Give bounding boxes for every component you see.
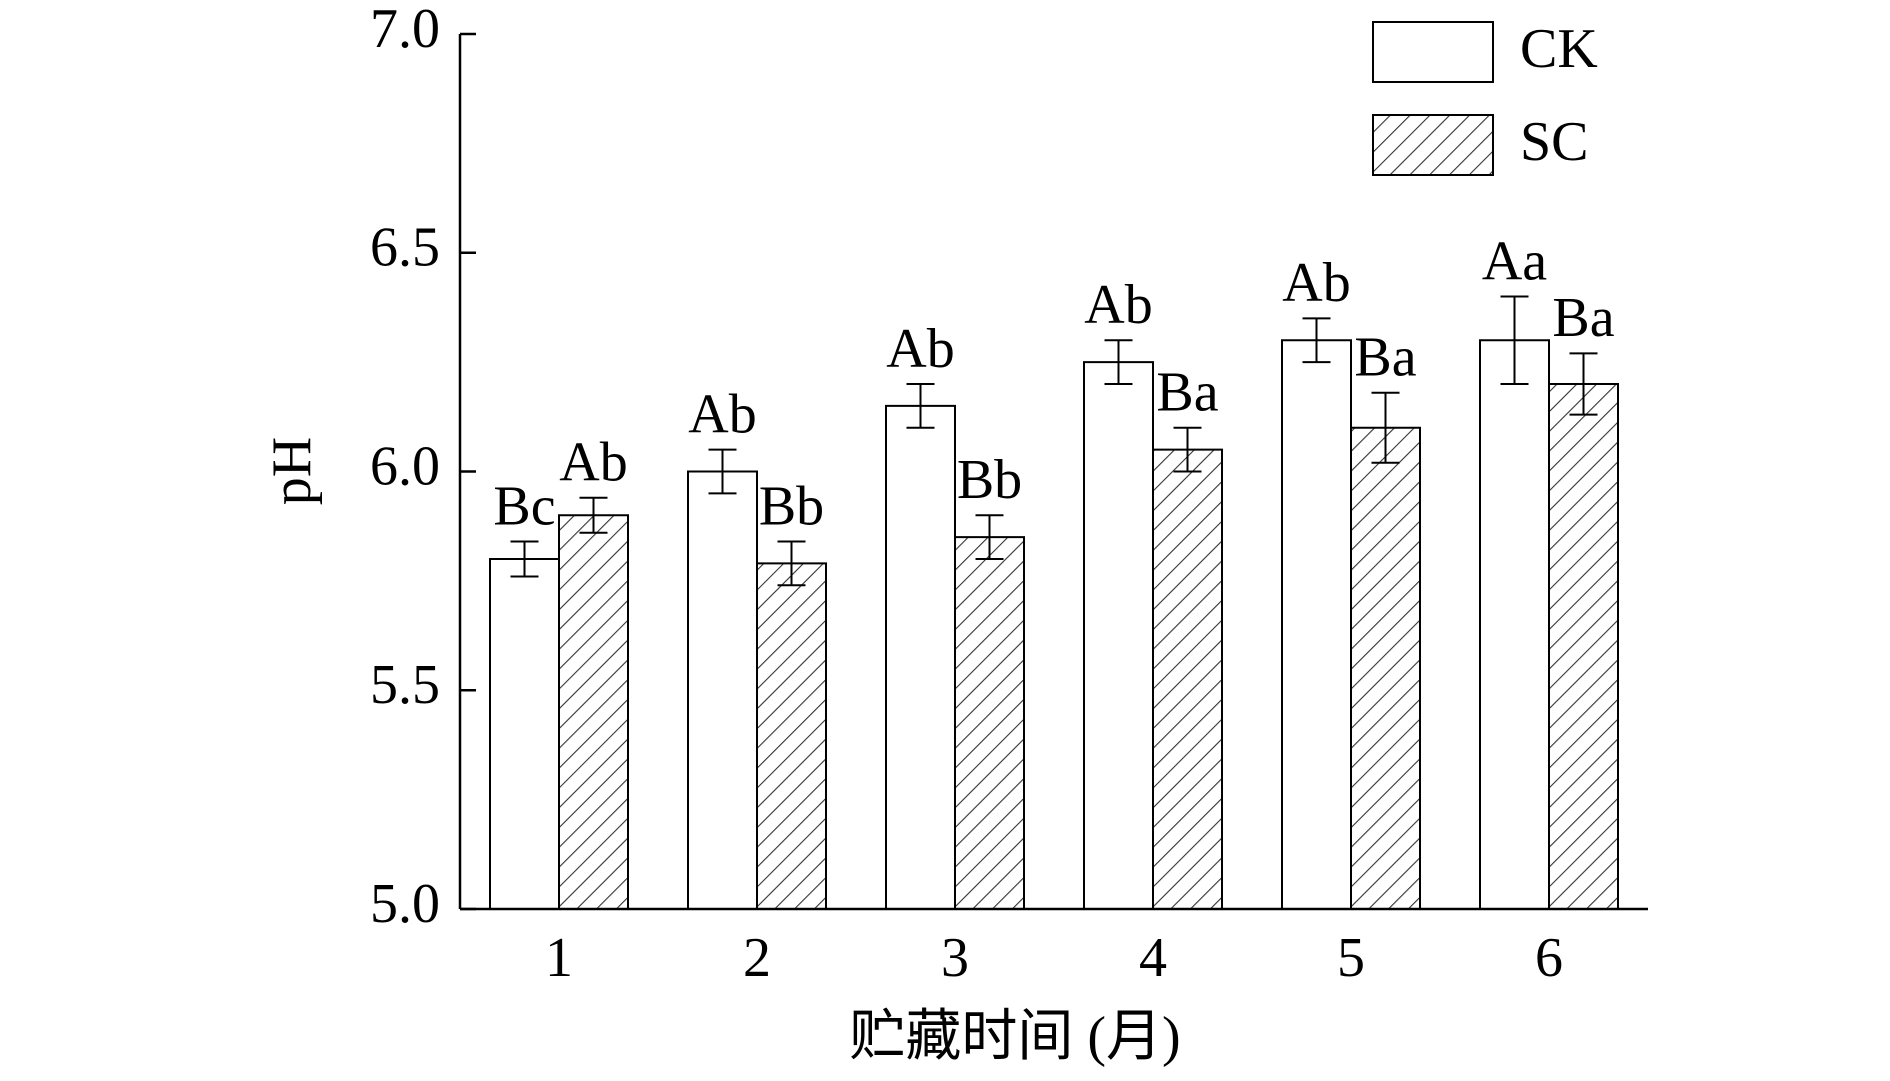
x-tick-label: 6 — [1535, 927, 1563, 989]
x-tick-label: 4 — [1139, 927, 1167, 989]
bar — [885, 404, 956, 910]
bar — [1083, 361, 1154, 910]
bar — [1548, 383, 1619, 910]
x-tick-label: 1 — [545, 927, 573, 989]
bar — [1479, 339, 1550, 910]
significance-label: Bb — [759, 475, 824, 537]
legend-label: CK — [1520, 18, 1598, 80]
legend-label: SC — [1520, 111, 1589, 173]
legend-swatch — [1372, 21, 1494, 83]
significance-label: Bb — [957, 449, 1022, 511]
significance-label: Ab — [559, 432, 627, 494]
significance-label: Ba — [1552, 287, 1614, 349]
legend-swatch — [1372, 114, 1494, 176]
significance-label: Bc — [493, 475, 555, 537]
significance-label: Aa — [1482, 230, 1547, 292]
x-axis-label: 贮藏时间 (月) — [849, 1006, 1180, 1068]
y-tick-label: 6.5 — [370, 217, 440, 279]
bar — [687, 470, 758, 910]
y-tick-label: 5.5 — [370, 654, 440, 716]
y-axis-label: pH — [261, 437, 323, 505]
significance-label: Ab — [688, 383, 756, 445]
significance-label: Ab — [1282, 252, 1350, 314]
x-tick-label: 2 — [743, 927, 771, 989]
bar — [489, 558, 560, 910]
x-tick-label: 5 — [1337, 927, 1365, 989]
bar — [954, 536, 1025, 910]
bar — [1152, 448, 1223, 910]
significance-label: Ba — [1354, 327, 1416, 389]
y-tick-label: 6.0 — [370, 435, 440, 497]
bar — [1281, 339, 1352, 910]
significance-label: Ba — [1156, 362, 1218, 424]
bar — [756, 562, 827, 910]
x-tick-label: 3 — [941, 927, 969, 989]
bar — [1350, 426, 1421, 910]
bar — [558, 514, 629, 910]
significance-label: Ab — [886, 318, 954, 380]
y-tick-label: 7.0 — [370, 0, 440, 60]
significance-label: Ab — [1084, 274, 1152, 336]
y-tick-label: 5.0 — [370, 873, 440, 935]
